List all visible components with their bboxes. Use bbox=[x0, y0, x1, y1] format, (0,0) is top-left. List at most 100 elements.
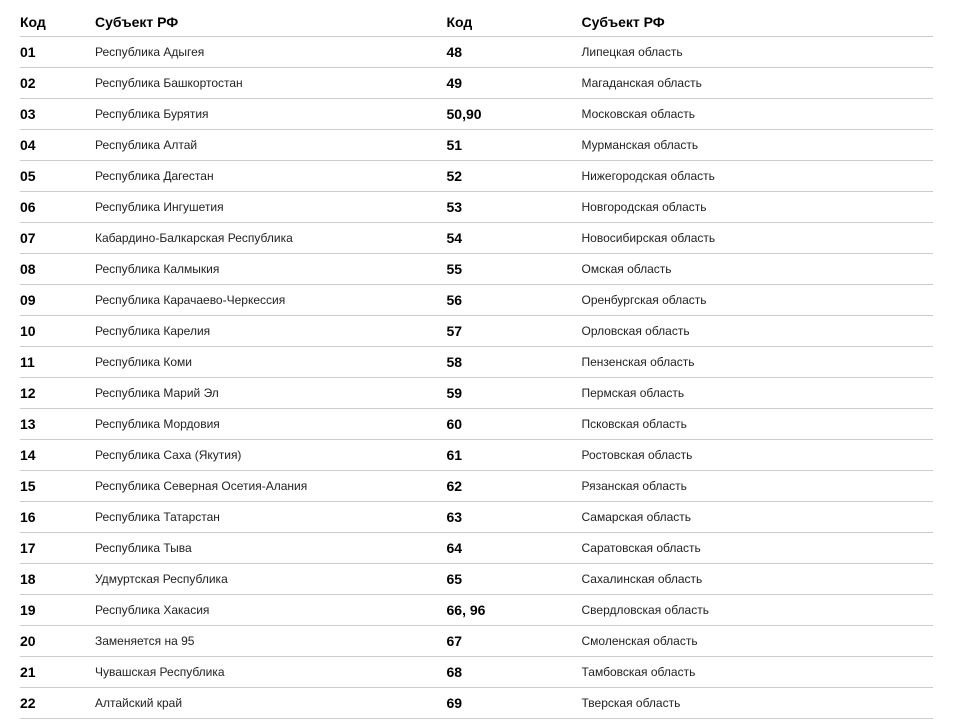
subject-cell-right: Смоленская область bbox=[582, 634, 934, 648]
subject-cell-right: Свердловская область bbox=[582, 603, 934, 617]
table-row: 05Республика Дагестан52Нижегородская обл… bbox=[20, 161, 933, 192]
subject-cell-left: Чувашская Республика bbox=[95, 665, 447, 679]
subject-cell-right: Тверская область bbox=[582, 696, 934, 710]
table-row: 01Республика Адыгея48Липецкая область bbox=[20, 37, 933, 68]
table-row: 13Республика Мордовия60Псковская область bbox=[20, 409, 933, 440]
code-cell-right: 69 bbox=[447, 695, 582, 711]
table-body: 01Республика Адыгея48Липецкая область02Р… bbox=[20, 37, 933, 719]
code-cell-right: 60 bbox=[447, 416, 582, 432]
code-cell-right: 53 bbox=[447, 199, 582, 215]
code-cell-right: 68 bbox=[447, 664, 582, 680]
code-cell-right: 55 bbox=[447, 261, 582, 277]
table-row: 12Республика Марий Эл59Пермская область bbox=[20, 378, 933, 409]
code-cell-left: 10 bbox=[20, 323, 95, 339]
table-row: 21Чувашская Республика68Тамбовская облас… bbox=[20, 657, 933, 688]
subject-cell-left: Республика Адыгея bbox=[95, 45, 447, 59]
code-cell-right: 59 bbox=[447, 385, 582, 401]
subject-cell-right: Оренбургская область bbox=[582, 293, 934, 307]
code-cell-right: 52 bbox=[447, 168, 582, 184]
subject-cell-left: Республика Коми bbox=[95, 355, 447, 369]
code-cell-right: 61 bbox=[447, 447, 582, 463]
table-row: 03Республика Бурятия50,90Московская обла… bbox=[20, 99, 933, 130]
code-cell-right: 57 bbox=[447, 323, 582, 339]
code-cell-left: 22 bbox=[20, 695, 95, 711]
header-code-2: Код bbox=[447, 14, 582, 30]
table-row: 15Республика Северная Осетия-Алания62Ряз… bbox=[20, 471, 933, 502]
code-cell-right: 49 bbox=[447, 75, 582, 91]
code-cell-right: 48 bbox=[447, 44, 582, 60]
subject-cell-right: Омская область bbox=[582, 262, 934, 276]
subject-cell-left: Республика Хакасия bbox=[95, 603, 447, 617]
subject-cell-left: Республика Марий Эл bbox=[95, 386, 447, 400]
subject-cell-right: Мурманская область bbox=[582, 138, 934, 152]
code-cell-right: 51 bbox=[447, 137, 582, 153]
code-cell-left: 20 bbox=[20, 633, 95, 649]
subject-cell-left: Республика Карачаево-Черкессия bbox=[95, 293, 447, 307]
subject-cell-right: Пермская область bbox=[582, 386, 934, 400]
code-cell-left: 17 bbox=[20, 540, 95, 556]
code-cell-left: 19 bbox=[20, 602, 95, 618]
subject-cell-right: Московская область bbox=[582, 107, 934, 121]
subject-cell-left: Республика Тыва bbox=[95, 541, 447, 555]
subject-cell-left: Заменяется на 95 bbox=[95, 634, 447, 648]
subject-cell-right: Тамбовская область bbox=[582, 665, 934, 679]
subject-cell-left: Кабардино-Балкарская Республика bbox=[95, 231, 447, 245]
subject-cell-left: Республика Саха (Якутия) bbox=[95, 448, 447, 462]
code-cell-left: 14 bbox=[20, 447, 95, 463]
code-cell-left: 04 bbox=[20, 137, 95, 153]
subject-cell-right: Новосибирская область bbox=[582, 231, 934, 245]
subject-cell-right: Сахалинская область bbox=[582, 572, 934, 586]
code-cell-left: 12 bbox=[20, 385, 95, 401]
table-row: 18Удмуртская Республика65Сахалинская обл… bbox=[20, 564, 933, 595]
subject-cell-right: Псковская область bbox=[582, 417, 934, 431]
code-cell-left: 21 bbox=[20, 664, 95, 680]
code-cell-left: 13 bbox=[20, 416, 95, 432]
subject-cell-left: Республика Татарстан bbox=[95, 510, 447, 524]
code-cell-left: 07 bbox=[20, 230, 95, 246]
code-cell-left: 15 bbox=[20, 478, 95, 494]
subject-cell-right: Новгородская область bbox=[582, 200, 934, 214]
subject-cell-left: Республика Башкортостан bbox=[95, 76, 447, 90]
code-cell-left: 16 bbox=[20, 509, 95, 525]
table-row: 06Республика Ингушетия53Новгородская обл… bbox=[20, 192, 933, 223]
table-row: 09Республика Карачаево-Черкессия56Оренбу… bbox=[20, 285, 933, 316]
code-cell-right: 54 bbox=[447, 230, 582, 246]
subject-cell-right: Липецкая область bbox=[582, 45, 934, 59]
subject-cell-left: Республика Дагестан bbox=[95, 169, 447, 183]
subject-cell-right: Саратовская область bbox=[582, 541, 934, 555]
code-cell-right: 58 bbox=[447, 354, 582, 370]
subject-cell-left: Республика Калмыкия bbox=[95, 262, 447, 276]
code-cell-left: 02 bbox=[20, 75, 95, 91]
code-cell-left: 09 bbox=[20, 292, 95, 308]
table-row: 16Республика Татарстан63Самарская област… bbox=[20, 502, 933, 533]
code-cell-left: 05 bbox=[20, 168, 95, 184]
subject-cell-right: Самарская область bbox=[582, 510, 934, 524]
table-row: 17Республика Тыва64Саратовская область bbox=[20, 533, 933, 564]
code-cell-left: 01 bbox=[20, 44, 95, 60]
table-row: 08Республика Калмыкия55Омская область bbox=[20, 254, 933, 285]
subject-cell-left: Республика Алтай bbox=[95, 138, 447, 152]
subject-cell-left: Республика Северная Осетия-Алания bbox=[95, 479, 447, 493]
subject-cell-right: Пензенская область bbox=[582, 355, 934, 369]
code-cell-left: 08 bbox=[20, 261, 95, 277]
region-codes-table: Код Субъект РФ Код Субъект РФ 01Республи… bbox=[20, 8, 933, 719]
code-cell-right: 64 bbox=[447, 540, 582, 556]
code-cell-right: 56 bbox=[447, 292, 582, 308]
header-code-1: Код bbox=[20, 14, 95, 30]
code-cell-right: 50,90 bbox=[447, 106, 582, 122]
table-row: 22Алтайский край69Тверская область bbox=[20, 688, 933, 719]
header-subject-1: Субъект РФ bbox=[95, 14, 447, 30]
table-row: 10Республика Карелия57Орловская область bbox=[20, 316, 933, 347]
subject-cell-left: Удмуртская Республика bbox=[95, 572, 447, 586]
code-cell-left: 18 bbox=[20, 571, 95, 587]
subject-cell-right: Орловская область bbox=[582, 324, 934, 338]
subject-cell-right: Магаданская область bbox=[582, 76, 934, 90]
subject-cell-left: Республика Бурятия bbox=[95, 107, 447, 121]
code-cell-left: 06 bbox=[20, 199, 95, 215]
subject-cell-left: Республика Карелия bbox=[95, 324, 447, 338]
subject-cell-left: Республика Мордовия bbox=[95, 417, 447, 431]
table-row: 02Республика Башкортостан49Магаданская о… bbox=[20, 68, 933, 99]
code-cell-left: 03 bbox=[20, 106, 95, 122]
code-cell-left: 11 bbox=[20, 354, 95, 370]
subject-cell-left: Алтайский край bbox=[95, 696, 447, 710]
